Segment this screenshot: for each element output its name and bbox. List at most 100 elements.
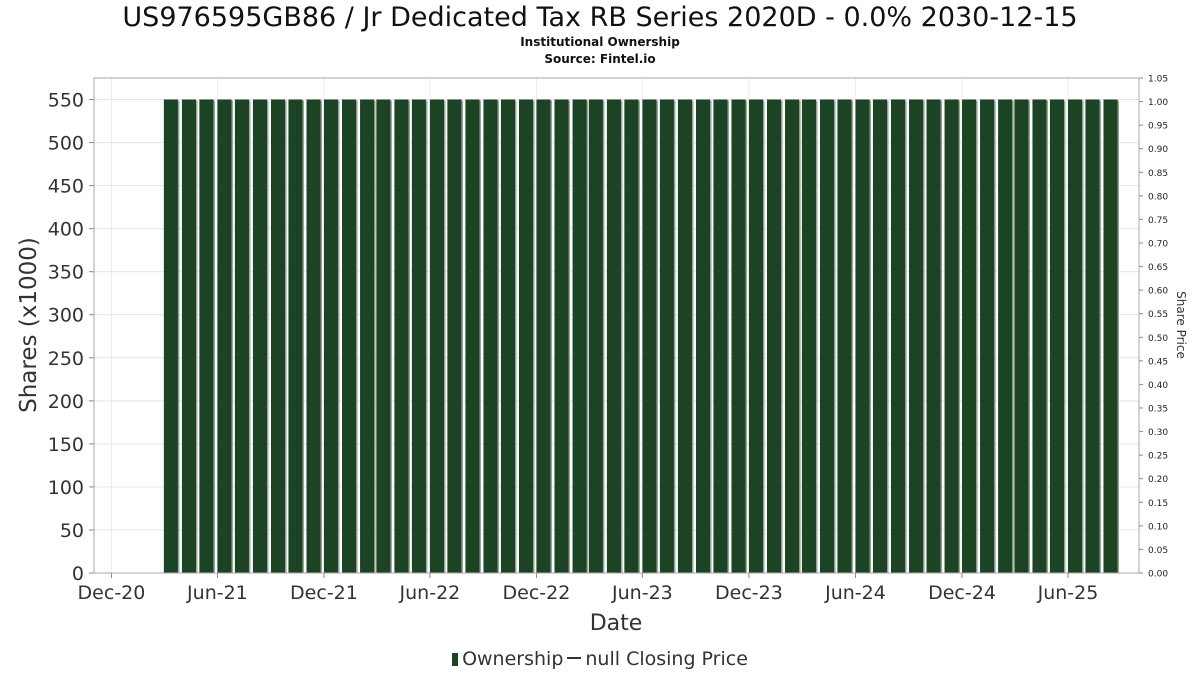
y-tick-label: 400 — [48, 219, 84, 241]
y2-tick-label: 0.40 — [1148, 381, 1168, 391]
ownership-bar — [360, 99, 375, 574]
x-tick-label: Jun-24 — [824, 582, 886, 604]
ownership-bar — [909, 99, 924, 574]
y2-tick-label: 0.75 — [1148, 216, 1168, 226]
ownership-bar — [872, 99, 888, 574]
ownership-bar — [252, 99, 268, 574]
bars — [163, 99, 1120, 574]
y-tick-label: 100 — [48, 477, 84, 499]
ownership-bar — [606, 99, 621, 574]
ownership-bar — [163, 99, 178, 574]
ownership-bar — [1014, 99, 1029, 574]
y2-tick-label: 1.00 — [1148, 98, 1168, 108]
x-tick-label: Dec-22 — [503, 582, 571, 604]
x-tick-label: Dec-23 — [715, 582, 783, 604]
ownership-bar — [518, 99, 534, 574]
y2-tick-label: 0.30 — [1148, 428, 1168, 438]
y-tick-label: 300 — [48, 305, 84, 327]
ownership-bar — [748, 99, 764, 574]
y2-tick-label: 0.95 — [1148, 122, 1168, 132]
y2-tick-label: 0.20 — [1148, 475, 1168, 485]
y2-tick-label: 0.35 — [1148, 405, 1168, 415]
chart-source: Source: Fintel.io — [544, 52, 656, 66]
y2-axis: 0.00 0.05 0.10 0.15 0.20 0.25 0.30 0.35 0.40 0.45… — [1139, 75, 1168, 580]
ownership-bar — [998, 99, 1013, 574]
ownership-bar — [677, 99, 692, 574]
ownership-bar — [980, 99, 995, 574]
ownership-bar — [411, 99, 426, 574]
ownership-bar — [785, 99, 800, 574]
x-tick-label: Jun-22 — [399, 582, 461, 604]
ownership-bar — [572, 99, 587, 574]
y2-tick-label: 0.00 — [1148, 570, 1168, 580]
y2-tick-label: 0.80 — [1148, 192, 1168, 202]
ownership-bar — [926, 99, 941, 574]
ownership-bar — [217, 99, 232, 574]
ownership-bar — [288, 99, 303, 574]
y-tick-label: 350 — [48, 262, 84, 284]
ownership-bar — [890, 99, 906, 574]
y2-tick-label: 0.70 — [1148, 240, 1168, 250]
x-tick-label: Dec-20 — [78, 582, 146, 604]
plot-frame — [93, 77, 1140, 574]
ownership-bar — [199, 99, 214, 574]
ownership-bar — [766, 99, 782, 574]
x-axis: Dec-20 Jun-21 Dec-21 Jun-22 Dec-22 Jun-23 Dec-… — [78, 573, 1098, 604]
ownership-bar — [234, 99, 249, 574]
ownership-bar — [642, 99, 657, 574]
y-axis-label: Shares (x1000) — [16, 237, 42, 413]
ownership-bar — [695, 99, 711, 574]
y2-tick-label: 0.90 — [1148, 145, 1168, 155]
ownership-bar — [500, 99, 516, 574]
y-tick-label: 150 — [48, 434, 84, 456]
y-tick-label: 50 — [60, 520, 84, 542]
legend: Ownership null Closing Price — [0, 647, 1200, 671]
ownership-bar — [624, 99, 639, 574]
x-tick-label: Jun-23 — [611, 582, 673, 604]
ownership-bar — [1103, 99, 1118, 574]
legend-price: null Closing Price — [585, 648, 748, 670]
chart-subtitle: Institutional Ownership — [520, 35, 680, 49]
y2-tick-label: 0.85 — [1148, 169, 1168, 179]
y2-tick-label: 0.10 — [1148, 522, 1168, 532]
legend-ownership: Ownership — [462, 648, 564, 670]
ownership-bar — [181, 99, 196, 574]
x-tick-label: Dec-21 — [290, 582, 358, 604]
y-tick-label: 200 — [48, 391, 84, 413]
y2-tick-label: 0.55 — [1148, 310, 1168, 320]
ownership-bar — [962, 99, 977, 574]
x-tick-label: Jun-21 — [186, 582, 248, 604]
y-axis: 0 50 100 150 200 250 300 350 400 450 500 550 — [48, 90, 94, 585]
ownership-bar — [465, 99, 480, 574]
y2-tick-label: 1.05 — [1148, 75, 1168, 85]
ownership-bar — [588, 99, 603, 574]
ownership-bar — [270, 99, 286, 574]
y2-tick-label: 0.05 — [1148, 546, 1168, 556]
ownership-bar — [1049, 99, 1065, 574]
y2-axis-label: Share Price — [1174, 291, 1188, 359]
ownership-bar — [944, 99, 959, 574]
ownership-bar — [394, 99, 409, 574]
y-tick-label: 0 — [72, 563, 84, 585]
ownership-bar — [801, 99, 816, 574]
ownership-bar — [536, 99, 551, 574]
y-tick-label: 500 — [48, 133, 84, 155]
ownership-bar — [376, 99, 391, 574]
price-line-swatch — [567, 657, 582, 659]
y2-tick-label: 0.25 — [1148, 452, 1168, 462]
chart-title: US976595GB86 / Jr Dedicated Tax RB Serie… — [122, 2, 1078, 33]
y2-tick-label: 0.60 — [1148, 287, 1168, 297]
ownership-bar — [306, 99, 321, 574]
ownership-bar — [1032, 99, 1047, 574]
ownership-bar — [1067, 99, 1083, 574]
ownership-bar — [731, 99, 746, 574]
y-tick-label: 250 — [48, 348, 84, 370]
y2-tick-label: 0.65 — [1148, 263, 1168, 273]
ownership-bar — [837, 99, 852, 574]
y2-tick-label: 0.45 — [1148, 357, 1168, 367]
ownership-bar — [483, 99, 498, 574]
y-tick-label: 450 — [48, 176, 84, 198]
ownership-bar — [819, 99, 835, 574]
x-axis-label: Date — [590, 611, 643, 636]
y2-tick-label: 0.15 — [1148, 499, 1168, 509]
